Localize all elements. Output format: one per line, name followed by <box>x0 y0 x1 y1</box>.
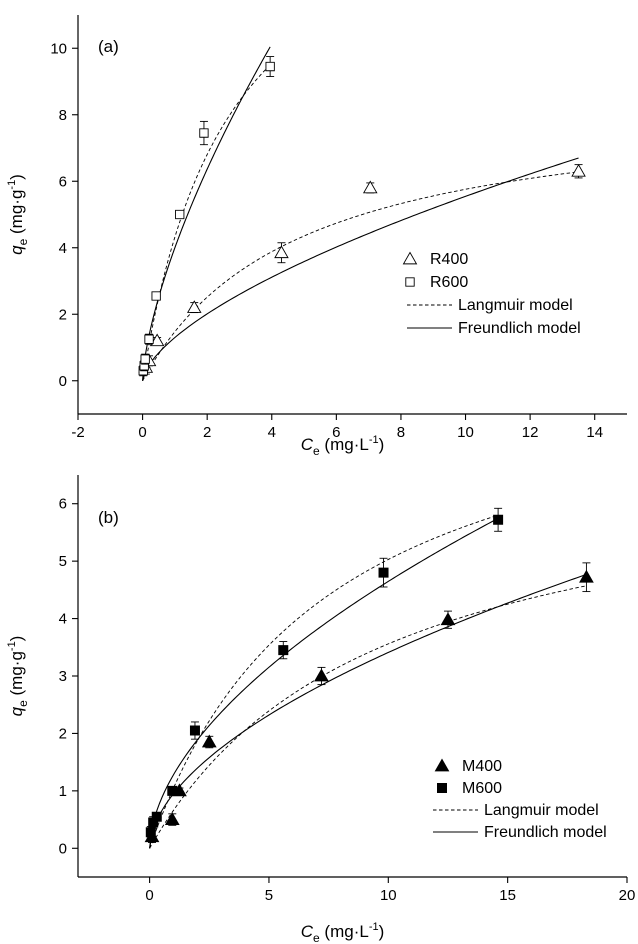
legend-label: R600 <box>430 274 468 291</box>
r400-point <box>274 245 289 259</box>
r600-point <box>199 128 209 138</box>
legend-label: Freundlich model <box>458 320 581 337</box>
r600-point <box>151 291 161 301</box>
freundlich-fit-curve <box>149 573 587 849</box>
x-axis-title: Ce (mg·L-1) <box>301 434 385 458</box>
legend: R400 R600 Langmuir model Freundlich model <box>402 251 581 337</box>
legend-marker-m400 <box>434 758 450 772</box>
panel-b: 0 5 10 15 20 0 1 2 3 4 5 6 (b) Ce (mg·L-1) qe (mg·g-1)… <box>6 475 635 944</box>
m600-point <box>493 514 504 525</box>
r400-point <box>571 163 586 177</box>
m400-point <box>201 734 217 748</box>
x-tick-label: 2 <box>203 424 211 441</box>
y-tick-label: 4 <box>59 611 67 628</box>
y-tick-label: 5 <box>59 553 67 570</box>
m600-point <box>278 645 289 656</box>
r400-point <box>149 333 165 347</box>
legend-label: Langmuir model <box>484 802 599 819</box>
y-tick-label: 6 <box>59 496 67 513</box>
m600-point <box>167 785 178 796</box>
y-tick-label: 2 <box>59 725 67 742</box>
m600-point <box>378 567 389 578</box>
legend: M400 M600 Langmuir model Freundlich model <box>433 758 607 841</box>
y-tick-label: 4 <box>59 240 67 257</box>
y-tick-label: 2 <box>59 306 67 323</box>
x-tick-label: 4 <box>268 424 276 441</box>
x-tick-label: 12 <box>522 424 539 441</box>
x-tick-label: 5 <box>265 887 273 904</box>
x-tick-label: 0 <box>145 887 153 904</box>
legend-marker-r400 <box>402 251 418 265</box>
legend-label: M600 <box>462 780 502 797</box>
langmuir-fit-curve <box>142 171 579 381</box>
y-tick-label: 0 <box>59 840 67 857</box>
r600-point <box>144 334 154 344</box>
y-tick-label: 10 <box>50 40 67 57</box>
m400-point <box>164 812 180 825</box>
legend-label: Langmuir model <box>458 297 573 314</box>
legend-label: Freundlich model <box>484 824 607 841</box>
y-tick-label: 6 <box>59 173 67 190</box>
x-tick-label: 20 <box>619 887 636 904</box>
freundlich-fit-curve <box>142 46 271 381</box>
m400-point <box>440 612 456 626</box>
r600-point <box>265 61 275 72</box>
x-tick-label: 6 <box>332 424 340 441</box>
langmuir-fit-curve <box>149 514 499 849</box>
r400-point <box>186 300 202 313</box>
freundlich-fit-curve <box>142 157 579 381</box>
panel-label: (b) <box>98 508 119 527</box>
langmuir-fit-curve <box>149 585 587 849</box>
langmuir-fit-curve <box>142 64 271 381</box>
y-tick-label: 1 <box>59 783 67 800</box>
x-tick-label: 15 <box>499 887 516 904</box>
x-tick-label: 0 <box>138 424 146 441</box>
panel-a: -2 0 2 4 6 8 10 12 14 0 2 4 6 8 10 (a) Ce (mg·L-1) qe (mg… <box>6 15 627 458</box>
y-axis-title: qe (mg·g-1) <box>6 174 30 255</box>
freundlich-fit-curve <box>149 517 499 849</box>
x-tick-label: 10 <box>380 887 397 904</box>
m400-point <box>314 668 329 682</box>
m600-point <box>151 811 162 822</box>
r400-point <box>362 180 378 194</box>
legend-label: M400 <box>462 758 502 775</box>
y-tick-label: 8 <box>59 107 67 124</box>
m600-point <box>189 725 200 736</box>
legend-marker-r600 <box>405 277 415 287</box>
legend-label: R400 <box>430 251 468 268</box>
x-tick-label: -2 <box>71 424 84 441</box>
x-tick-label: 14 <box>586 424 603 441</box>
panel-label: (a) <box>98 37 119 56</box>
m400-point <box>579 569 594 583</box>
x-tick-label: 8 <box>397 424 405 441</box>
legend-marker-m600 <box>437 783 447 793</box>
m600-point <box>145 827 156 838</box>
y-tick-label: 0 <box>59 373 67 390</box>
r600-point <box>140 354 150 364</box>
r600-point <box>175 209 185 220</box>
y-axis-title: qe (mg·g-1) <box>6 636 30 717</box>
x-tick-label: 10 <box>457 424 474 441</box>
y-tick-label: 3 <box>59 668 67 685</box>
x-axis-title: Ce (mg·L-1) <box>301 921 385 944</box>
